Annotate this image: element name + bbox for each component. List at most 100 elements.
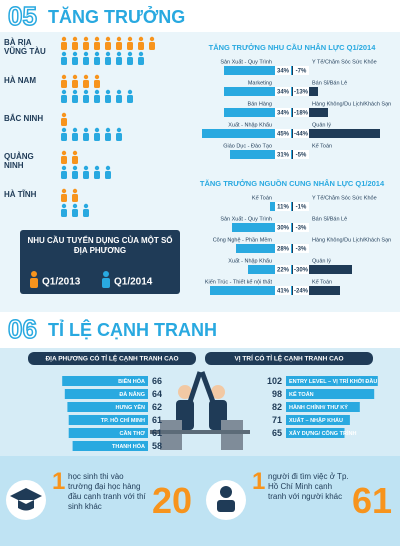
person-icon xyxy=(83,209,89,217)
fact-value: 61 xyxy=(351,480,392,521)
category-label: Y Tế/Chăm Sóc Sức Khỏe xyxy=(312,194,377,201)
legend-label: Q1/2013 xyxy=(42,277,81,288)
person-icon xyxy=(127,57,133,65)
person-icon xyxy=(61,194,67,202)
label-box xyxy=(275,244,291,253)
person-icon xyxy=(105,42,111,50)
person-icon xyxy=(83,51,89,57)
value-label: 61 xyxy=(152,415,162,425)
icon-row xyxy=(61,203,89,217)
bar xyxy=(292,129,380,138)
person-icon xyxy=(83,133,89,141)
bar xyxy=(224,66,292,75)
person-icon xyxy=(61,188,67,194)
value-label: -13% xyxy=(294,90,309,96)
figures xyxy=(150,371,250,450)
person-icon xyxy=(127,36,133,42)
person-icon xyxy=(116,127,122,133)
value-label: 58 xyxy=(152,441,162,451)
person-icon xyxy=(72,188,78,194)
province-label: QUẢNG NINH xyxy=(4,152,34,170)
person-icon xyxy=(127,42,133,50)
person-icon xyxy=(83,80,89,88)
label-box xyxy=(275,108,291,117)
person-icon xyxy=(72,194,78,202)
category-label: HÀNH CHÍNH/ THƯ KÝ xyxy=(289,403,348,411)
person-icon xyxy=(72,150,78,156)
icon-row xyxy=(61,112,67,126)
person-icon xyxy=(94,42,100,50)
value-label: -7% xyxy=(296,69,307,75)
category-label: Hàng Không/Du Lịch/Khách Sạn xyxy=(312,101,391,107)
label-box xyxy=(293,87,309,96)
value-label: 65 xyxy=(272,428,282,438)
section-title: TĂNG TRƯỞNG xyxy=(48,6,185,27)
person-icon xyxy=(72,165,78,171)
bar xyxy=(248,265,292,274)
value-label: 102 xyxy=(267,376,282,386)
bar xyxy=(236,244,292,253)
value-label: 31% xyxy=(277,153,290,159)
person-icon xyxy=(61,156,67,164)
icon-row xyxy=(61,188,78,202)
bar xyxy=(232,223,292,232)
person-icon xyxy=(83,203,89,209)
icon-row xyxy=(61,51,144,65)
value-label: -18% xyxy=(294,111,309,117)
label-box xyxy=(275,66,291,75)
person-icon xyxy=(72,95,78,103)
bar xyxy=(68,428,148,438)
category-label: Hàng Không/Du Lịch/Khách Sạn xyxy=(312,237,391,243)
person-icon xyxy=(83,171,89,179)
person-icon xyxy=(72,133,78,141)
person-icon xyxy=(138,51,144,57)
bar xyxy=(64,389,148,399)
category-label: KẾ TOÁN xyxy=(289,391,314,398)
person-icon xyxy=(83,42,89,50)
bar xyxy=(292,265,352,274)
fact: 1 học sinh thi vào trường đại học hàng đ… xyxy=(4,466,196,540)
person-icon xyxy=(83,74,89,80)
person-icon xyxy=(127,89,133,95)
label-box xyxy=(293,265,309,274)
person-icon xyxy=(61,203,67,209)
subtitle-box xyxy=(28,352,196,365)
category-label: BIÊN HÒA xyxy=(118,377,145,385)
category-label: TP. HỒ CHÍ MINH xyxy=(101,416,145,424)
province-label: HÀ TĨNH xyxy=(4,190,37,199)
value-label: 34% xyxy=(277,69,290,75)
person-icon xyxy=(138,36,144,42)
label-box xyxy=(293,129,309,138)
person-icon xyxy=(105,51,111,57)
person-icon xyxy=(83,36,89,42)
icon-row xyxy=(61,36,155,50)
person-icon xyxy=(61,74,67,80)
person-icon xyxy=(83,95,89,103)
value-label: -1% xyxy=(296,205,307,211)
value-label: 34% xyxy=(277,90,290,96)
value-label: 64 xyxy=(152,389,162,399)
value-label: -3% xyxy=(296,247,307,253)
section-number: 06 xyxy=(8,314,37,344)
category-label: Sản Xuất - Quy Trình xyxy=(220,216,272,222)
icon-row xyxy=(61,89,133,103)
header-band xyxy=(0,0,400,32)
person-icon xyxy=(149,36,155,42)
category-label: Giáo Dục - Đào Tạo xyxy=(223,143,272,149)
person-icon xyxy=(116,95,122,103)
label-box xyxy=(293,223,309,232)
person-icon xyxy=(61,209,67,217)
person-icon xyxy=(61,51,67,57)
person-icon xyxy=(220,486,232,498)
person-icon xyxy=(105,89,111,95)
bar xyxy=(68,415,148,425)
panel xyxy=(0,456,400,546)
label-box xyxy=(275,223,291,232)
category-label: Kiến Trúc - Thiết kế nội thất xyxy=(205,279,273,285)
label-box xyxy=(293,286,309,295)
label-box xyxy=(275,286,291,295)
value-label: 30% xyxy=(277,226,290,232)
legend-label: Q1/2014 xyxy=(114,277,153,288)
